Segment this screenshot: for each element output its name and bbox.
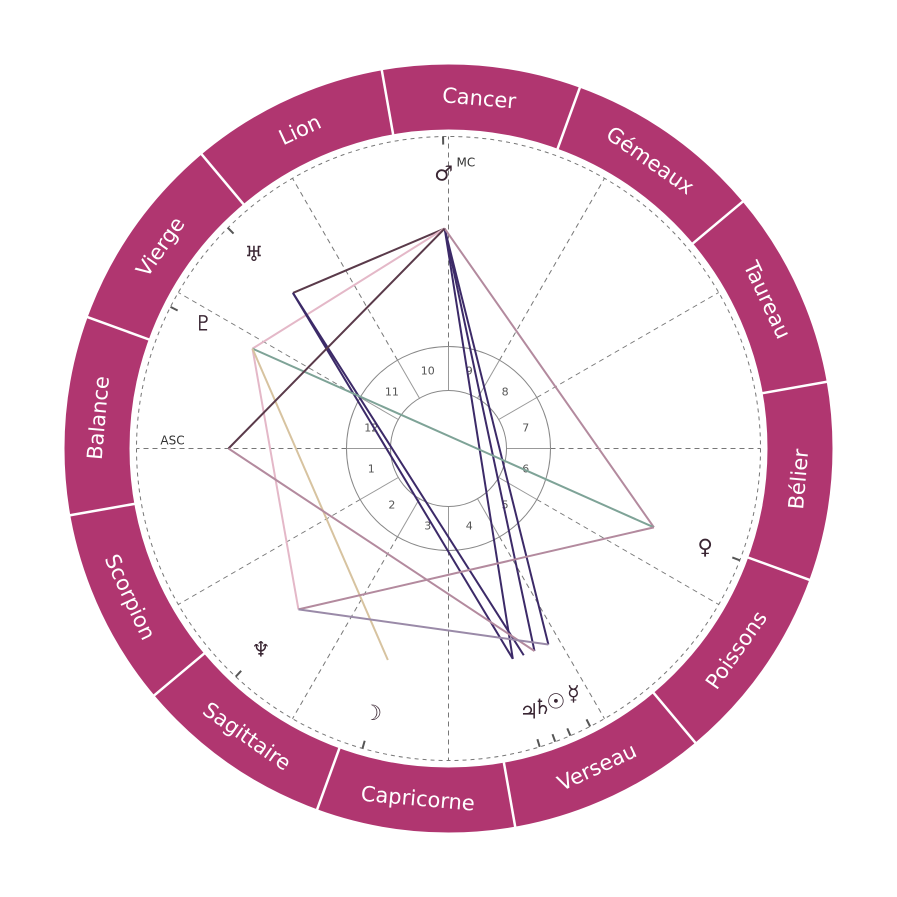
sign-divider bbox=[691, 200, 745, 246]
uranus-tick bbox=[227, 227, 235, 235]
sign-label: Bélier bbox=[784, 448, 813, 511]
house-inner-line bbox=[359, 397, 399, 420]
aspect-line-mars-pluto bbox=[251, 227, 446, 350]
planet-glyphs: ♂ ♅ ♇ ♀ ☿☉♄♃ ☽ ♆ bbox=[170, 136, 741, 749]
aspect-line-asc-mars bbox=[227, 227, 446, 450]
sign-divider bbox=[315, 746, 341, 811]
uranus-icon: ♅ bbox=[245, 242, 264, 266]
aspect-line-venus-neptune bbox=[298, 526, 655, 611]
mercury-tick bbox=[585, 718, 592, 727]
house-number: 1 bbox=[368, 463, 375, 476]
saturn-icon: ♄ bbox=[533, 695, 552, 719]
jupiter-icon: ♃ bbox=[519, 699, 538, 723]
house-inner-line bbox=[477, 359, 500, 399]
moon-icon: ☽ bbox=[363, 701, 382, 725]
zodiac-ring: CancerGémeauxTaureauBélierPoissonsVersea… bbox=[64, 64, 833, 833]
aspect-line-pluto-venus bbox=[252, 347, 655, 529]
house-number: 12 bbox=[364, 421, 378, 434]
house-number: 4 bbox=[466, 519, 473, 532]
neptune-icon: ♆ bbox=[252, 638, 271, 662]
aspect-line-mars-uranus bbox=[292, 227, 446, 294]
aspect-line-mars-jupiter bbox=[443, 228, 514, 660]
aspect-line-uranus-saturn bbox=[292, 292, 525, 656]
house-inner-line bbox=[359, 477, 399, 500]
sign-divider bbox=[200, 152, 246, 206]
house-cusp-line bbox=[499, 178, 605, 361]
house-cusp-line bbox=[292, 178, 398, 361]
jupiter-tick bbox=[536, 738, 541, 748]
house-number: 8 bbox=[502, 385, 509, 398]
house-inner-line bbox=[397, 498, 420, 538]
venus-icon: ♀ bbox=[698, 535, 713, 559]
sign-divider bbox=[746, 556, 811, 582]
asc-label: ASC bbox=[160, 434, 184, 448]
house-cusp-line bbox=[536, 499, 719, 605]
house-inner-line bbox=[397, 359, 420, 399]
house-number: 3 bbox=[424, 519, 431, 532]
saturn-tick bbox=[551, 733, 557, 743]
house-number: 11 bbox=[385, 385, 399, 398]
house-cusp-line bbox=[178, 292, 361, 398]
sign-divider bbox=[69, 502, 136, 517]
mc-label: MC bbox=[457, 156, 476, 170]
house-cusp-line bbox=[178, 499, 361, 605]
house-inner-line bbox=[498, 477, 538, 500]
aspect-lines bbox=[227, 227, 655, 661]
mars-icon: ♂ bbox=[434, 162, 453, 186]
house-inner-circle bbox=[390, 390, 507, 507]
chart-labels: ASC MC bbox=[160, 156, 475, 448]
aspect-line-asc-sun bbox=[227, 447, 536, 652]
house-number: 6 bbox=[522, 463, 529, 476]
venus-tick bbox=[731, 556, 741, 562]
sign-divider bbox=[380, 69, 395, 136]
sign-divider bbox=[152, 651, 206, 697]
aspect-line-uranus-jupiter bbox=[292, 292, 514, 660]
zodiac-band bbox=[64, 64, 833, 833]
house-number: 9 bbox=[466, 365, 473, 378]
sun-icon: ☉ bbox=[547, 690, 566, 714]
pluto-tick bbox=[170, 305, 179, 312]
sign-divider bbox=[651, 691, 697, 745]
mercury-icon: ☿ bbox=[567, 682, 580, 706]
sign-divider bbox=[86, 315, 151, 341]
sign-divider bbox=[556, 86, 582, 151]
aspect-line-mars-sun bbox=[443, 228, 536, 652]
house-inner-line bbox=[477, 498, 500, 538]
house-cusp-line bbox=[536, 292, 719, 398]
aspect-line-neptune-mercury bbox=[298, 608, 549, 646]
sign-divider bbox=[502, 761, 517, 828]
house-cusp-line bbox=[499, 536, 605, 719]
house-inner-line bbox=[498, 397, 538, 420]
sign-divider bbox=[761, 380, 828, 395]
aspect-line-mars-venus bbox=[443, 227, 655, 528]
sun-tick bbox=[566, 727, 572, 737]
neptune-tick bbox=[234, 670, 242, 678]
house-number: 10 bbox=[421, 365, 435, 378]
aspect-line-mars-mercury bbox=[443, 228, 550, 645]
moon-tick bbox=[361, 740, 366, 749]
house-number: 7 bbox=[522, 421, 529, 434]
house-number: 5 bbox=[502, 499, 509, 512]
pluto-icon: ♇ bbox=[194, 312, 213, 336]
house-cusp-line bbox=[292, 536, 398, 719]
house-number: 2 bbox=[388, 499, 395, 512]
